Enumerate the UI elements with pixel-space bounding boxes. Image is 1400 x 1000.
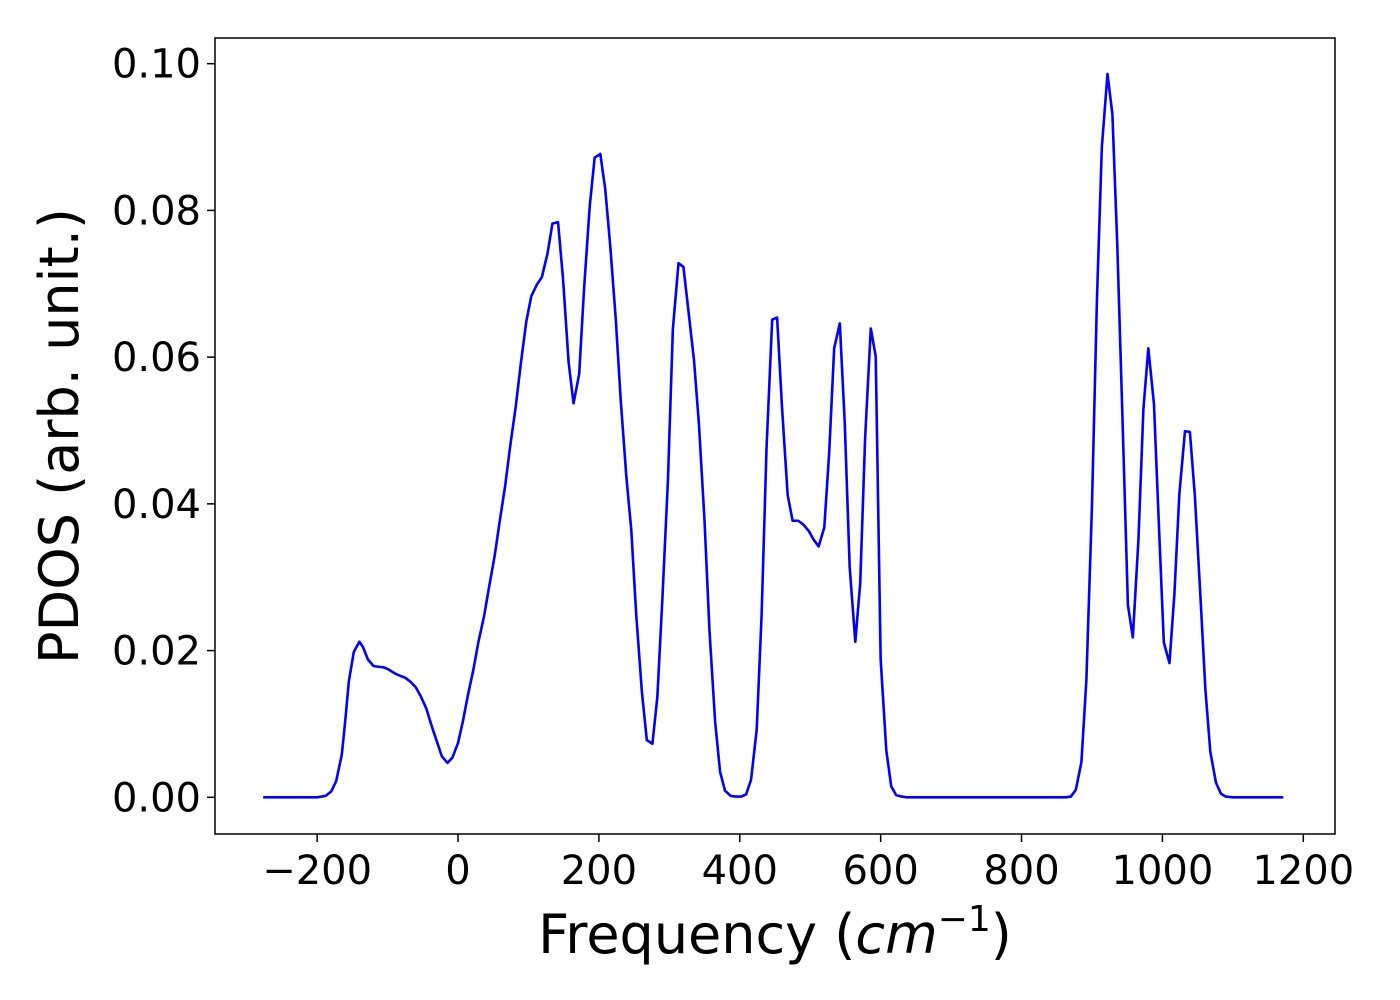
x-tick-label: 1200 bbox=[1252, 848, 1354, 894]
x-tick-label: −200 bbox=[262, 848, 372, 894]
y-tick-label: 0.10 bbox=[112, 42, 201, 88]
y-tick-label: 0.06 bbox=[112, 335, 201, 381]
x-axis-ticks: −200 0 200 400 600 800 1000 1200 bbox=[262, 834, 1354, 894]
x-tick-label: 600 bbox=[842, 848, 918, 894]
y-axis-ticks: 0.00 0.02 0.04 0.06 0.08 0.10 bbox=[112, 42, 215, 821]
x-tick-label: 200 bbox=[561, 848, 637, 894]
pdos-series-line bbox=[263, 72, 1284, 799]
y-axis-label: PDOS (arb. unit.) bbox=[28, 208, 91, 664]
x-axis-label-exponent: −1 bbox=[938, 899, 991, 940]
plot-frame bbox=[214, 37, 1336, 835]
y-tick-label: 0.02 bbox=[112, 629, 201, 675]
x-tick-label: 800 bbox=[983, 848, 1059, 894]
y-tick-label: 0.00 bbox=[112, 775, 201, 821]
x-tick-label: 0 bbox=[445, 848, 470, 894]
x-axis-label-unit: cm bbox=[855, 903, 937, 966]
x-axis-label-prefix: Frequency ( bbox=[538, 903, 855, 966]
x-axis-label-suffix: ) bbox=[991, 903, 1012, 966]
x-axis-label: Frequency (cm−1) bbox=[538, 899, 1012, 966]
y-tick-label: 0.04 bbox=[112, 482, 201, 528]
y-tick-label: 0.08 bbox=[112, 188, 201, 234]
x-tick-label: 1000 bbox=[1112, 848, 1214, 894]
x-tick-label: 400 bbox=[702, 848, 778, 894]
